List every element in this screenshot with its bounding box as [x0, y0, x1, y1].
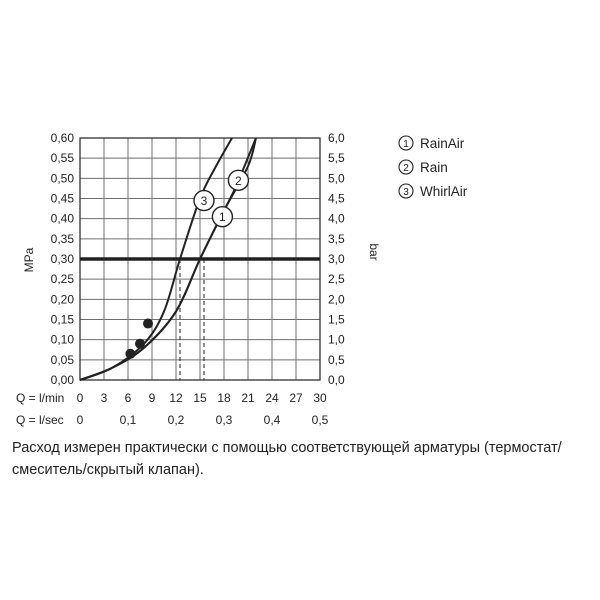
- x-lmin-tick-label: 27: [289, 391, 303, 405]
- y-right-tick-label: 6,0: [328, 131, 345, 145]
- curve-marker-label: 1: [219, 210, 226, 224]
- legend-marker-number: 1: [403, 139, 409, 150]
- x-lsec-tick-label: 0,4: [264, 413, 281, 427]
- y-left-tick-label: 0,55: [51, 151, 75, 165]
- x-lsec-tick-label: 0,5: [312, 413, 329, 427]
- series-line-whirlair: [79, 137, 233, 381]
- x-lsec-tick-label: 0: [77, 413, 84, 427]
- x-lmin-tick-label: 15: [193, 391, 207, 405]
- y-right-tick-label: 4,5: [328, 192, 345, 206]
- y-left-tick-label: 0,05: [51, 353, 75, 367]
- y-right-tick-label: 3,5: [328, 232, 345, 246]
- y-left-tick-label: 0,25: [51, 272, 75, 286]
- y-left-tick-label: 0,60: [51, 131, 75, 145]
- y-left-tick-label: 0,15: [51, 313, 75, 327]
- y-right-tick-label: 1,5: [328, 313, 345, 327]
- y-right-tick-label: 4,0: [328, 212, 345, 226]
- start-point-whirlair: [125, 348, 136, 359]
- chart-caption: Расход измерен практически с помощью соо…: [12, 437, 592, 481]
- y-left-tick-label: 0,10: [51, 333, 75, 347]
- legend-label-rain: Rain: [420, 160, 448, 175]
- x-lmin-tick-label: 3: [101, 391, 108, 405]
- curve-marker-label: 3: [201, 194, 208, 208]
- legend-label-rainair: RainAir: [420, 136, 465, 151]
- y-left-tick-label: 0,35: [51, 232, 75, 246]
- y-left-tick-label: 0,30: [51, 252, 75, 266]
- legend-label-whirlair: WhirlAir: [420, 184, 468, 199]
- y-right-tick-label: 2,5: [328, 272, 345, 286]
- y-right-tick-label: 5,0: [328, 171, 345, 185]
- x-lsec-tick-label: 0,2: [168, 413, 185, 427]
- y-left-tick-label: 0,45: [51, 192, 75, 206]
- curve-marker-2: [227, 169, 250, 192]
- caption-line-1: Расход измерен практически с помощью соо…: [12, 440, 562, 456]
- y-right-axis-label: bar: [367, 243, 381, 260]
- y-left-axis-label: MPa: [22, 247, 36, 272]
- y-left-tick-label: 0,20: [51, 292, 75, 306]
- legend-marker-2: [398, 159, 414, 175]
- x-lmin-tick-label: 9: [149, 391, 156, 405]
- x-lmin-tick-label: 12: [169, 391, 183, 405]
- legend-marker-1: [398, 135, 414, 151]
- y-right-tick-label: 0,0: [328, 373, 345, 387]
- curve-marker-label: 2: [235, 174, 242, 188]
- y-right-tick-label: 5,5: [328, 151, 345, 165]
- caption-line-2: смеситель/скрытый клапан).: [12, 462, 204, 478]
- legend-marker-number: 3: [403, 187, 409, 198]
- curve-marker-1: [211, 205, 234, 228]
- y-right-tick-label: 3,0: [328, 252, 345, 266]
- x-lsec-tick-label: 0,1: [120, 413, 137, 427]
- y-left-tick-label: 0,40: [51, 212, 75, 226]
- y-right-tick-label: 1,0: [328, 333, 345, 347]
- x-lmin-axis-label: Q = l/min: [16, 391, 64, 405]
- x-lmin-tick-label: 30: [313, 391, 327, 405]
- curve-marker-3: [193, 189, 215, 212]
- y-right-tick-label: 0,5: [328, 353, 345, 367]
- start-point-rain: [135, 338, 145, 349]
- pressure-flow-chart: 0,000,050,100,150,200,250,300,350,400,45…: [16, 131, 468, 427]
- y-left-tick-label: 0,50: [51, 171, 75, 185]
- x-lmin-tick-label: 0: [77, 391, 84, 405]
- x-lmin-tick-label: 6: [125, 391, 132, 405]
- start-point-rainair: [143, 318, 153, 329]
- legend-marker-3: [398, 183, 414, 199]
- y-right-tick-label: 2,0: [328, 292, 345, 306]
- legend-marker-number: 2: [403, 163, 409, 174]
- x-lmin-tick-label: 21: [241, 391, 255, 405]
- x-lsec-axis-label: Q = l/sec: [16, 413, 64, 427]
- x-lmin-tick-label: 18: [217, 391, 231, 405]
- y-left-tick-label: 0,00: [51, 373, 75, 387]
- x-lmin-tick-label: 24: [265, 391, 279, 405]
- x-lsec-tick-label: 0,3: [216, 413, 233, 427]
